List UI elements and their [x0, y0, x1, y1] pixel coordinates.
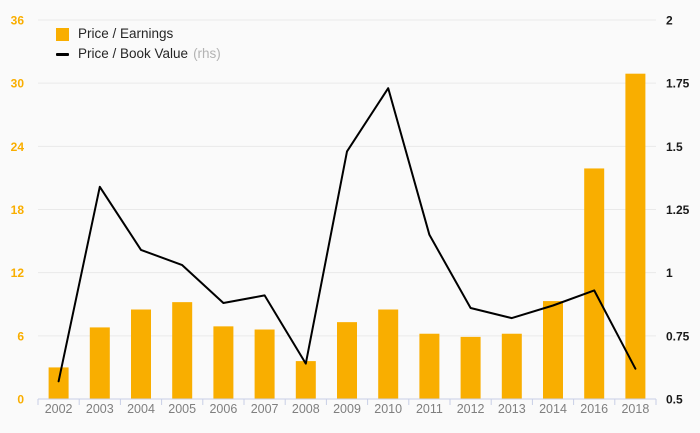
- x-axis-label: 2010: [374, 402, 402, 416]
- pe-bar: [172, 302, 193, 399]
- x-axis-label: 2006: [209, 402, 237, 416]
- pe-bar: [501, 333, 522, 399]
- legend-item-price-earnings: Price / Earnings: [56, 27, 221, 41]
- legend-label-price-book-value: Price / Book Value: [78, 46, 189, 61]
- pe-bar: [460, 336, 481, 399]
- left-axis-tick-label: 30: [11, 77, 25, 91]
- left-axis-tick-label: 0: [17, 393, 24, 407]
- right-axis-tick-label: 1: [666, 266, 673, 280]
- right-axis-tick-label: 0.75: [666, 329, 690, 343]
- x-axis-label: 2008: [292, 402, 320, 416]
- pe-bar: [131, 309, 151, 399]
- pe-bar: [213, 326, 234, 399]
- right-axis-tick-label: 2: [666, 14, 673, 28]
- right-axis-tick-label: 1.5: [666, 140, 683, 154]
- x-axis-label: 2007: [251, 402, 279, 416]
- x-axis-label: 2012: [457, 402, 485, 416]
- x-axis-label: 2016: [580, 402, 608, 416]
- pe-bar: [419, 333, 440, 399]
- pbv-line: [57, 87, 637, 383]
- pe-bar: [543, 301, 563, 399]
- chart-legend: Price / Earnings Price / Book Value (rhs…: [56, 27, 221, 61]
- left-axis-tick-label: 18: [11, 203, 25, 217]
- left-axis-tick-label: 36: [11, 14, 25, 28]
- x-axis-label: 2011: [416, 402, 443, 416]
- left-axis-tick-label: 6: [17, 329, 24, 343]
- pe-bar: [254, 329, 275, 399]
- legend-item-price-book-value: Price / Book Value (rhs): [56, 47, 221, 61]
- right-axis-tick-label: 1.25: [666, 203, 690, 217]
- left-axis-tick-label: 12: [11, 266, 25, 280]
- pe-bar: [89, 327, 110, 399]
- x-axis-label: 2009: [333, 402, 361, 416]
- right-axis-tick-label: 1.75: [666, 77, 690, 91]
- right-axis-tick-label: 0.5: [666, 393, 683, 407]
- pe-bar: [337, 322, 357, 399]
- pe-bar: [378, 309, 399, 399]
- pe-bar: [584, 168, 605, 399]
- pe-bar: [48, 367, 69, 399]
- x-axis-label: 2014: [539, 402, 567, 416]
- x-axis-label: 2018: [621, 402, 649, 416]
- line-swatch-icon: [56, 52, 69, 56]
- bar-swatch-icon: [56, 27, 69, 41]
- legend-label-price-earnings: Price / Earnings: [78, 26, 174, 41]
- x-axis-label: 2002: [45, 402, 73, 416]
- x-axis-label: 2005: [168, 402, 196, 416]
- pe-bar: [295, 361, 316, 399]
- x-axis-label: 2004: [127, 402, 155, 416]
- x-axis-label: 2013: [498, 402, 526, 416]
- legend-rhs-note: (rhs): [193, 46, 221, 61]
- pe-bar: [625, 73, 646, 400]
- x-axis-label: 2003: [86, 402, 114, 416]
- left-axis-tick-label: 24: [11, 140, 25, 154]
